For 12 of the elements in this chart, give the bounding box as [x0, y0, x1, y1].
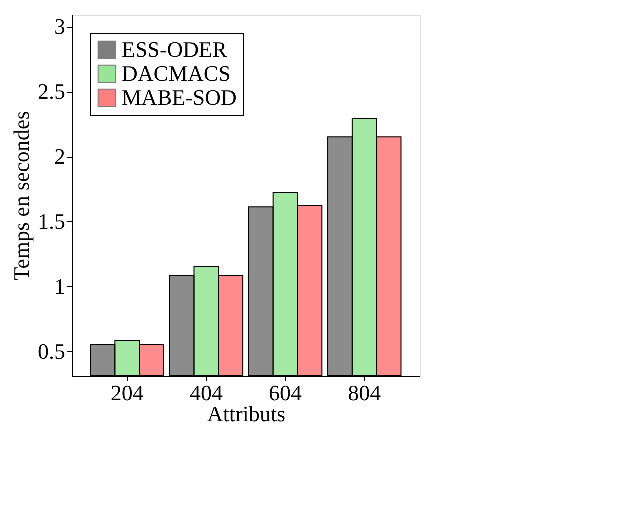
y-axis-title: Temps en secondes [9, 111, 34, 281]
legend-label: ESS-ODER [122, 37, 228, 62]
y-tick-label: 1.5 [38, 208, 66, 234]
legend-label: MABE-SOD [122, 85, 237, 110]
legend-label: DACMACS [122, 61, 231, 86]
y-tick-label: 2 [54, 144, 66, 170]
x-tick-label: 804 [348, 380, 382, 406]
x-tick-label: 204 [110, 380, 144, 406]
y-tick-label: 1 [54, 274, 66, 299]
y-tick-label: 3 [54, 14, 66, 40]
y-tick-label: 2.5 [38, 79, 66, 104]
y-tick-label: 0.5 [38, 338, 66, 364]
